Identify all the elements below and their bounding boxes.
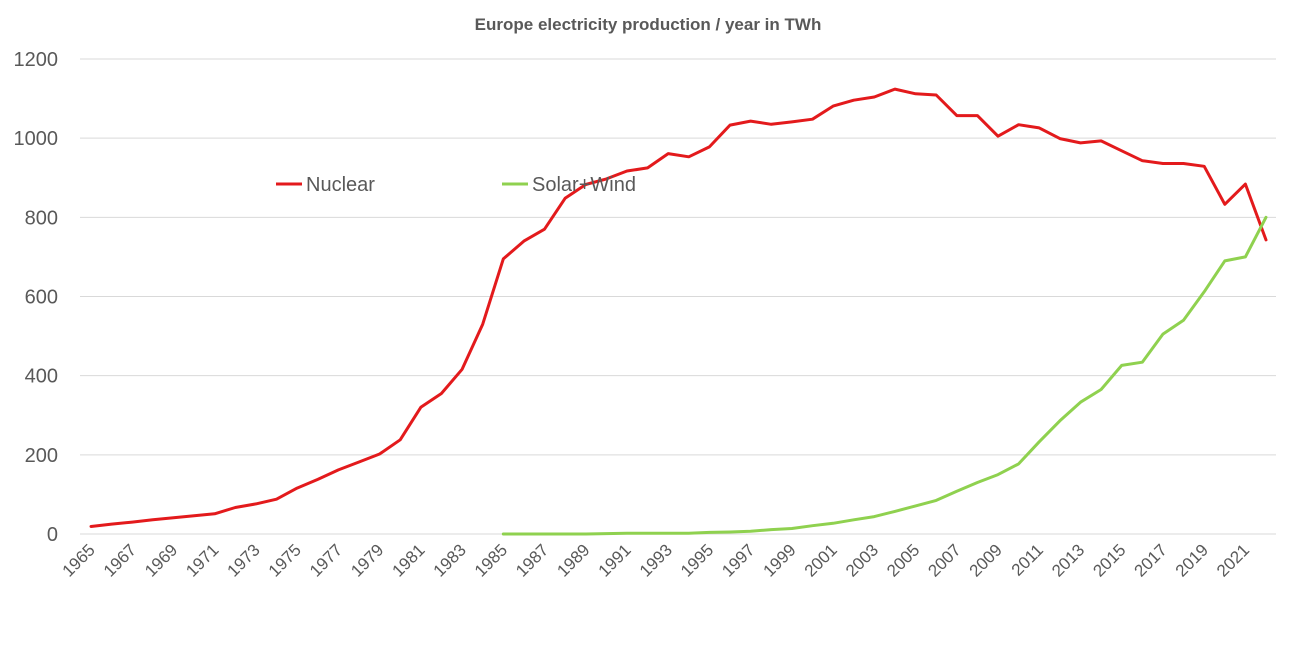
legend-solar-wind-label: Solar+Wind xyxy=(532,174,636,196)
series-line-nuclear xyxy=(89,87,1268,528)
x-tick-label: 2011 xyxy=(1008,540,1047,579)
x-tick-label: 1987 xyxy=(512,540,552,580)
series-line-solar-wind xyxy=(501,215,1268,536)
x-tick-label: 1997 xyxy=(718,540,758,580)
x-tick-label: 2007 xyxy=(924,540,964,580)
y-axis-tick-labels: 0 200 400 600 800 1000 1200 xyxy=(14,49,59,546)
y-tick-label: 800 xyxy=(25,207,58,229)
x-tick-label: 1993 xyxy=(636,540,676,580)
y-tick-label: 200 xyxy=(25,445,58,467)
x-tick-label: 1983 xyxy=(430,540,470,580)
y-tick-label: 1200 xyxy=(14,49,59,71)
y-tick-label: 0 xyxy=(47,524,58,546)
legend-nuclear-label: Nuclear xyxy=(306,174,375,196)
x-tick-label: 1999 xyxy=(760,540,800,580)
x-tick-label: 2017 xyxy=(1131,540,1171,580)
x-tick-label: 1967 xyxy=(100,540,140,580)
x-tick-label: 1965 xyxy=(59,540,99,580)
x-tick-label: 1977 xyxy=(306,540,346,580)
x-tick-label: 1969 xyxy=(141,540,181,580)
x-tick-label: 2009 xyxy=(966,540,1006,580)
y-tick-label: 600 xyxy=(25,287,58,309)
grid-lines xyxy=(80,58,1276,535)
x-tick-label: 1979 xyxy=(347,540,387,580)
x-tick-label: 2015 xyxy=(1089,540,1129,580)
x-tick-label: 1971 xyxy=(182,540,222,580)
x-tick-label: 2003 xyxy=(842,540,882,580)
series-lines xyxy=(89,87,1268,536)
y-tick-label: 400 xyxy=(25,366,58,388)
x-axis-tick-labels: 1965 1967 1969 1971 1973 1975 1977 1979 1981 1983… xyxy=(59,540,1254,580)
x-tick-label: 1991 xyxy=(595,540,635,580)
x-tick-label: 1981 xyxy=(388,540,428,580)
x-tick-label: 2021 xyxy=(1213,540,1253,580)
legend: Nuclear Solar+Wind xyxy=(276,174,636,196)
chart-title: Europe electricity production / year in … xyxy=(475,15,822,34)
x-tick-label: 1973 xyxy=(224,540,264,580)
x-tick-label: 1975 xyxy=(265,540,305,580)
x-tick-label: 2019 xyxy=(1172,540,1212,580)
x-tick-label: 1995 xyxy=(677,540,717,580)
x-tick-label: 1989 xyxy=(553,540,593,580)
x-tick-label: 2013 xyxy=(1048,540,1088,580)
x-tick-label: 2005 xyxy=(883,540,923,580)
y-tick-label: 1000 xyxy=(14,128,59,150)
x-tick-label: 2001 xyxy=(801,540,841,580)
x-tick-label: 1985 xyxy=(471,540,511,580)
